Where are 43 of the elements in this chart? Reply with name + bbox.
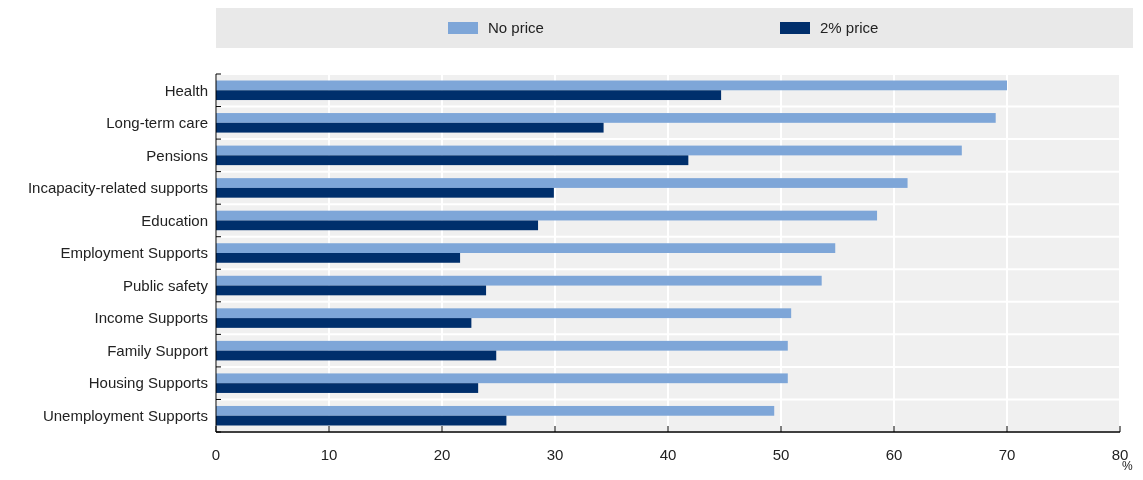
- x-tick-label: 70: [998, 446, 1016, 463]
- y-tick-label: Long-term care: [106, 114, 208, 132]
- y-tick-label: Pensions: [146, 146, 208, 164]
- bar: [216, 178, 908, 188]
- bar: [216, 373, 788, 384]
- x-tick-label: 30: [546, 446, 564, 463]
- bar: [216, 275, 822, 286]
- y-tick-label: Public safety: [122, 276, 209, 294]
- bar: [216, 80, 1007, 91]
- y-tick-label: Family Support: [107, 341, 209, 359]
- y-tick-label: Income Supports: [94, 309, 208, 327]
- x-tick-label: 50: [772, 446, 790, 463]
- bar: [216, 405, 775, 416]
- y-tick-label: Health: [164, 81, 208, 99]
- y-tick-label: Incapacity-related supports: [27, 179, 208, 197]
- bar: [216, 308, 792, 319]
- bar: [216, 350, 497, 361]
- bar: [216, 253, 461, 263]
- bar: [216, 340, 788, 351]
- y-tick-label: Unemployment Supports: [42, 406, 208, 424]
- bar: [216, 155, 689, 166]
- x-tick-label: 60: [885, 446, 903, 463]
- x-tick-label: 0: [211, 446, 221, 463]
- bar: [216, 113, 996, 123]
- bar: [216, 90, 722, 101]
- bar: [216, 122, 604, 133]
- y-tick-label: Housing Supports: [88, 374, 208, 392]
- bar: [216, 243, 836, 253]
- y-tick-label: Employment Supports: [60, 244, 208, 262]
- y-tick-label: Education: [141, 211, 208, 229]
- bar: [216, 210, 878, 221]
- bar: [216, 383, 479, 393]
- bar: [216, 220, 539, 231]
- bar: [216, 285, 487, 296]
- x-tick-label: 10: [320, 446, 338, 463]
- legend-label: 2% price: [820, 19, 879, 36]
- x-tick-label: 40: [659, 446, 677, 463]
- bar: [216, 145, 962, 156]
- bar: [216, 187, 554, 198]
- bar: [216, 415, 507, 426]
- legend-label: No price: [488, 19, 544, 36]
- x-tick-label: 20: [433, 446, 451, 463]
- bar: [216, 318, 472, 328]
